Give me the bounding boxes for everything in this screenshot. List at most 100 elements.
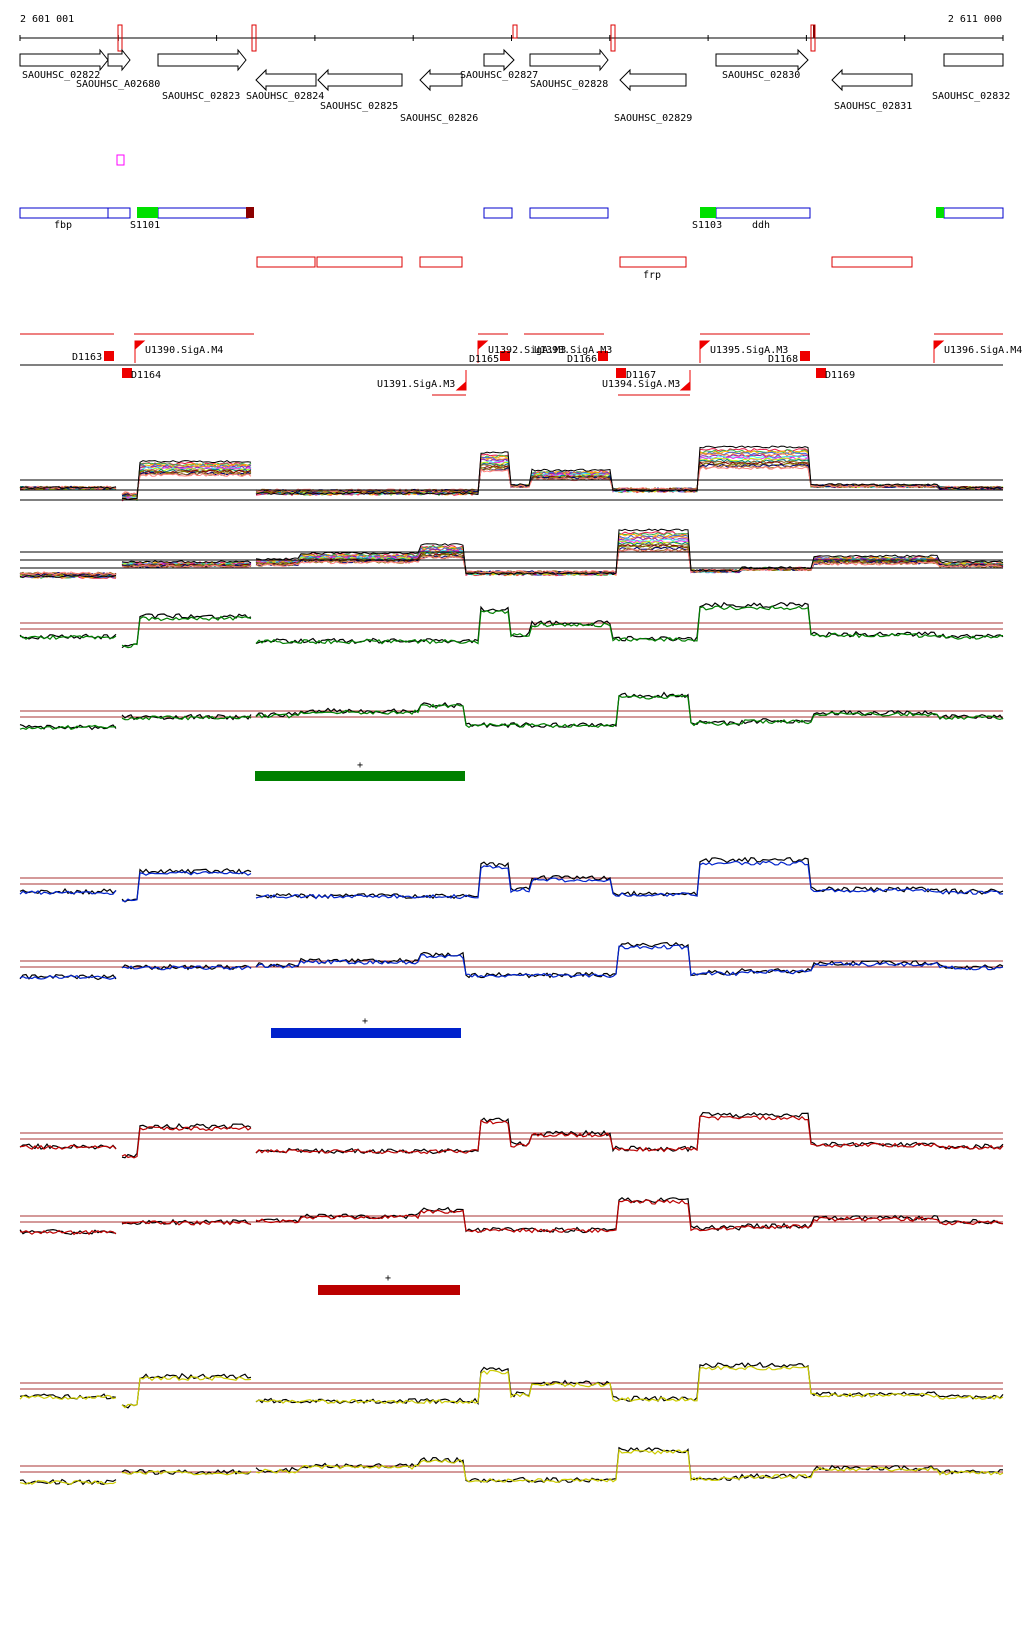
multi-sample-forward — [19, 445, 1004, 502]
promoter-flag[interactable] — [933, 340, 945, 363]
expression-trace — [121, 473, 252, 496]
expression-trace — [255, 464, 1004, 493]
promoter-flag[interactable] — [477, 340, 489, 363]
terminator-label: D1164 — [131, 370, 161, 381]
terminator-marker[interactable] — [800, 351, 810, 361]
gene-labels: SAOUHSC_02822 SAOUHSC_A02680 SAOUHSC_028… — [22, 70, 1010, 124]
expression-trace — [255, 856, 1004, 900]
expression-trace — [121, 1220, 252, 1226]
condition-plus: + — [385, 1273, 391, 1284]
expression-trace — [121, 1125, 252, 1159]
expression-trace — [255, 1199, 1004, 1234]
expression-trace — [19, 974, 117, 980]
annotation-label: frp — [643, 270, 661, 281]
expression-trace — [19, 571, 117, 576]
gene-arrow[interactable] — [943, 53, 1004, 67]
expression-trace — [121, 1372, 252, 1409]
gene-arrow[interactable] — [831, 68, 913, 92]
gene-arrow[interactable] — [419, 68, 463, 92]
gene-arrow[interactable] — [715, 48, 809, 72]
gene-arrow[interactable] — [529, 48, 609, 72]
gene-label: SAOUHSC_02823 — [162, 91, 240, 102]
green-feature[interactable] — [137, 207, 158, 218]
expression-trace — [121, 1468, 252, 1476]
condition-bar-green[interactable] — [255, 771, 465, 781]
terminator-marker[interactable] — [500, 351, 510, 361]
gene-arrow[interactable] — [619, 68, 687, 92]
feature-box[interactable] — [715, 207, 811, 219]
expression-trace — [255, 941, 1004, 979]
expression-trace — [122, 965, 252, 971]
coordinate-ruler: 2 601 001 2 611 000 — [19, 14, 1004, 52]
expression-trace — [121, 1470, 252, 1476]
darkred-feature[interactable] — [246, 207, 254, 218]
condition-bar-red[interactable] — [318, 1285, 460, 1295]
gene-track — [19, 48, 1004, 92]
red-feature-track — [256, 256, 913, 268]
gene-arrow[interactable] — [157, 48, 247, 72]
promoter-label: U1394.SigA.M3 — [602, 379, 680, 390]
annotation-track: fbp S1101 S1103 ddh frp — [19, 207, 1004, 281]
expression-trace — [121, 460, 252, 501]
expression-trace — [255, 1365, 1004, 1405]
terminator-label: D1163 — [72, 352, 102, 363]
expression-trace — [19, 634, 117, 641]
green-feature[interactable] — [700, 207, 716, 218]
gene-label: SAOUHSC_02831 — [834, 101, 912, 112]
feature-box[interactable] — [157, 207, 249, 219]
gene-label: SAOUHSC_02827 — [460, 70, 538, 81]
feature-box[interactable] — [483, 207, 513, 219]
expression-trace — [255, 944, 1004, 979]
gene-arrow[interactable] — [107, 48, 131, 72]
gene-arrow[interactable] — [19, 48, 109, 72]
terminator-marker[interactable] — [616, 368, 626, 378]
expression-tracks — [19, 445, 1004, 1486]
expression-trace — [121, 715, 252, 721]
red-feature-box[interactable] — [831, 256, 913, 268]
expression-trace — [255, 547, 1004, 575]
condition-track-green — [19, 601, 1004, 731]
expression-trace — [255, 528, 1004, 576]
terminator-marker[interactable] — [122, 368, 132, 378]
gene-label: SAOUHSC_02830 — [722, 70, 800, 81]
terminator-label: D1169 — [825, 370, 855, 381]
expression-trace — [121, 464, 252, 500]
expression-trace — [255, 694, 1004, 729]
annotation-label: S1103 — [692, 220, 722, 231]
promoter-label: U1395.SigA.M3 — [710, 345, 788, 356]
green-feature[interactable] — [936, 207, 944, 218]
red-feature-box[interactable] — [619, 256, 687, 268]
expression-trace — [121, 613, 252, 649]
red-feature-box[interactable] — [316, 256, 403, 268]
gene-arrow[interactable] — [317, 68, 403, 92]
feature-box[interactable] — [529, 207, 609, 219]
gene-arrow[interactable] — [255, 68, 317, 92]
red-feature-box[interactable] — [256, 256, 316, 268]
promoter-label: U1391.SigA.M3 — [377, 379, 455, 390]
expression-trace — [121, 615, 252, 649]
annotation-label: fbp — [54, 220, 72, 231]
gene-arrow[interactable] — [483, 48, 515, 72]
expression-trace — [255, 538, 1004, 576]
terminator-marker[interactable] — [598, 351, 608, 361]
promoter-flag[interactable] — [134, 340, 146, 363]
expression-trace — [121, 1375, 252, 1409]
expression-trace — [255, 1197, 1004, 1234]
feature-box[interactable] — [19, 207, 109, 219]
promoter-labels: D1163 D1164 D1165 D1166 D1167 D1168 D116… — [72, 345, 1022, 390]
feature-box[interactable] — [943, 207, 1004, 219]
ruler-dark-mark — [813, 25, 815, 38]
terminator-marker[interactable] — [816, 368, 826, 378]
condition-plus: + — [357, 760, 363, 771]
red-feature-box[interactable] — [419, 256, 463, 268]
expression-trace — [121, 470, 252, 497]
promoter-flag[interactable] — [699, 340, 711, 363]
feature-box[interactable] — [107, 207, 131, 219]
expression-trace — [19, 1229, 117, 1236]
annotation-label: S1101 — [130, 220, 160, 231]
promoter-flag[interactable] — [455, 370, 467, 391]
condition-bar-blue[interactable] — [271, 1028, 461, 1038]
terminator-marker[interactable] — [104, 351, 114, 361]
expression-trace — [255, 533, 1004, 576]
promoter-flag[interactable] — [679, 370, 691, 391]
